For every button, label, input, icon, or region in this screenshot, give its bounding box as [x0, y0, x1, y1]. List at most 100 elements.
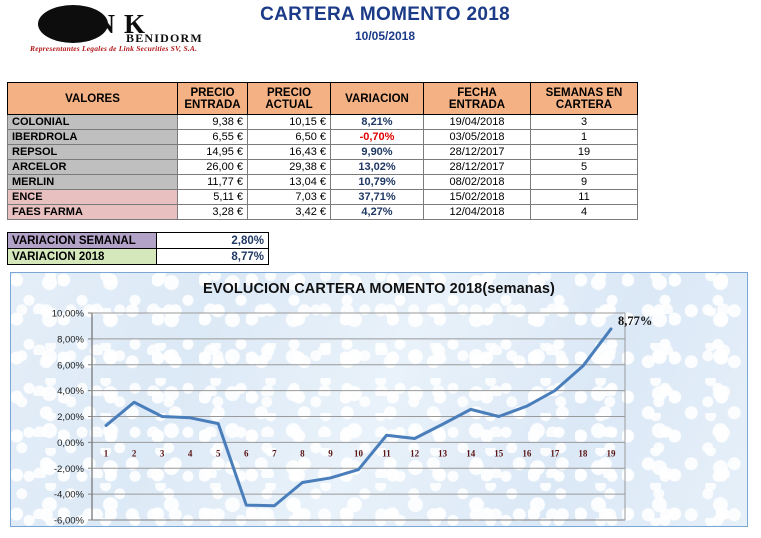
- chart-title: EVOLUCION CARTERA MOMENTO 2018(semanas): [203, 281, 555, 297]
- y-axis-tick-label: -4,00%: [54, 490, 85, 501]
- x-axis-tick-label: 16: [522, 448, 532, 458]
- company-logo: INK BENIDORM Representantes Legales de L…: [28, 3, 228, 53]
- cell-variacion: -0,70%: [330, 129, 424, 145]
- cell-precio-actual: 6,50 €: [247, 129, 331, 145]
- cell-valor: FAES FARMA: [7, 204, 178, 220]
- cell-precio-actual: 16,43 €: [247, 144, 331, 160]
- cell-precio-entrada: 9,38 €: [177, 114, 248, 130]
- logo-subtitle: BENIDORM: [126, 31, 203, 45]
- cell-precio-actual: 29,38 €: [247, 159, 331, 175]
- y-axis-tick-label: 10,00%: [52, 309, 85, 320]
- y-axis-tick-label: 2,00%: [57, 412, 84, 423]
- chart-series-line: [104, 327, 613, 508]
- cell-fecha-entrada: 08/02/2018: [423, 174, 531, 190]
- table-row: COLONIAL 9,38 €10,15 €8,21% 19/04/2018 3: [7, 114, 638, 130]
- x-axis-tick-label: 1: [104, 448, 109, 458]
- cell-precio-actual: 10,15 €: [247, 114, 331, 130]
- logo-tagline: Representantes Legales de Link Securitie…: [30, 44, 198, 53]
- cell-precio-entrada: 14,95 €: [177, 144, 248, 160]
- column-header-precio-actual: PRECIO ACTUAL: [247, 82, 331, 115]
- cell-fecha-entrada: 03/05/2018: [423, 129, 531, 145]
- table-row: MERLIN 11,77 €13,04 €10,79% 08/02/2018 9: [7, 174, 638, 190]
- table-row: ENCE 5,11 €7,03 €37,71% 15/02/2018 11: [7, 189, 638, 205]
- portfolio-table: VALORES PRECIO ENTRADA PRECIO ACTUAL VAR…: [7, 82, 638, 220]
- cell-fecha-entrada: 12/04/2018: [423, 204, 531, 220]
- cell-fecha-entrada: 15/02/2018: [423, 189, 531, 205]
- x-axis-tick-label: 14: [466, 448, 476, 458]
- y-axis-tick-label: -6,00%: [54, 516, 85, 527]
- cell-precio-entrada: 26,00 €: [177, 159, 248, 175]
- cell-semanas: 5: [530, 159, 638, 175]
- y-axis-tick-label: 0,00%: [57, 438, 84, 449]
- cell-fecha-entrada: 28/12/2017: [423, 144, 531, 160]
- title-block: CARTERA MOMENTO 2018 10/05/2018: [250, 4, 520, 43]
- table-row: REPSOL 14,95 €16,43 €9,90% 28/12/2017 19: [7, 144, 638, 160]
- y-axis-tick-label: 4,00%: [57, 386, 84, 397]
- cell-variacion: 37,71%: [330, 189, 424, 205]
- x-axis-tick-label: 6: [244, 448, 249, 458]
- x-axis-tick-label: 3: [160, 448, 165, 458]
- cell-precio-actual: 7,03 €: [247, 189, 331, 205]
- column-header-variacion: VARIACION: [330, 82, 424, 115]
- chart-data-label: 8,77%: [618, 314, 652, 328]
- cell-precio-entrada: 3,28 €: [177, 204, 248, 220]
- cell-valor: MERLIN: [7, 174, 178, 190]
- table-row: ARCELOR 26,00 €29,38 €13,02% 28/12/2017 5: [7, 159, 638, 175]
- summary-row: VARIACION SEMANAL 2,80%: [7, 232, 269, 249]
- x-axis-tick-label: 7: [272, 448, 277, 458]
- cell-semanas: 11: [530, 189, 638, 205]
- cell-precio-entrada: 5,11 €: [177, 189, 248, 205]
- summary-label: VARIACION 2018: [7, 248, 157, 265]
- cell-precio-entrada: 11,77 €: [177, 174, 248, 190]
- summary-value: 2,80%: [156, 232, 269, 249]
- x-axis-tick-label: 12: [410, 448, 420, 458]
- table-row: IBERDROLA 6,55 €6,50 € -0,70% 03/05/2018 1: [7, 129, 638, 145]
- cell-fecha-entrada: 28/12/2017: [423, 159, 531, 175]
- cell-semanas: 9: [530, 174, 638, 190]
- cell-valor: COLONIAL: [7, 114, 178, 130]
- x-axis-tick-label: 11: [382, 448, 391, 458]
- cell-valor: ENCE: [7, 189, 178, 205]
- logo-ellipse-icon: [38, 5, 108, 43]
- column-header-semanas: SEMANAS EN CARTERA: [530, 82, 638, 115]
- cell-precio-actual: 3,42 €: [247, 204, 331, 220]
- x-axis-tick-label: 5: [216, 448, 221, 458]
- x-axis-tick-label: 4: [188, 448, 193, 458]
- x-axis-tick-label: 10: [354, 448, 364, 458]
- cell-semanas: 19: [530, 144, 638, 160]
- cell-valor: ARCELOR: [7, 159, 178, 175]
- table-header-row: VALORES PRECIO ENTRADA PRECIO ACTUAL VAR…: [7, 82, 638, 115]
- x-axis-tick-label: 2: [132, 448, 137, 458]
- page-title: CARTERA MOMENTO 2018: [260, 4, 510, 25]
- column-header-precio-entrada: PRECIO ENTRADA: [177, 82, 248, 115]
- cell-variacion: 4,27%: [330, 204, 424, 220]
- y-axis-tick-label: 8,00%: [57, 334, 84, 345]
- cell-semanas: 1: [530, 129, 638, 145]
- x-axis-tick-label: 13: [438, 448, 448, 458]
- y-axis-tick-label: -2,00%: [54, 464, 85, 475]
- cell-variacion: 9,90%: [330, 144, 424, 160]
- column-header-fecha-entrada: FECHA ENTRADA: [423, 82, 531, 115]
- x-axis-tick-label: 17: [550, 448, 560, 458]
- cell-valor: REPSOL: [7, 144, 178, 160]
- cell-variacion: 10,79%: [330, 174, 424, 190]
- report-date: 10/05/2018: [354, 29, 416, 43]
- summary-label: VARIACION SEMANAL: [7, 232, 157, 249]
- cell-variacion: 13,02%: [330, 159, 424, 175]
- cell-valor: IBERDROLA: [7, 129, 178, 145]
- summary-value: 8,77%: [156, 248, 269, 265]
- cell-semanas: 4: [530, 204, 638, 220]
- x-axis-tick-label: 18: [578, 448, 588, 458]
- column-header-valores: VALORES: [7, 82, 178, 115]
- x-axis-tick-label: 8: [300, 448, 305, 458]
- x-axis-tick-label: 19: [606, 448, 616, 458]
- line-chart: 10,00% 8,00% 6,00% 4,00% 2,00% 0,00% -2,00% -4,…: [52, 309, 653, 527]
- cell-precio-entrada: 6,55 €: [177, 129, 248, 145]
- y-axis-tick-label: 6,00%: [57, 360, 84, 371]
- x-axis-tick-label: 15: [494, 448, 504, 458]
- summary-row: VARIACION 2018 8,77%: [7, 248, 269, 265]
- summary-table: VARIACION SEMANAL 2,80% VARIACION 2018 8,77…: [7, 232, 269, 265]
- cell-precio-actual: 13,04 €: [247, 174, 331, 190]
- cell-fecha-entrada: 19/04/2018: [423, 114, 531, 130]
- cell-variacion: 8,21%: [330, 114, 424, 130]
